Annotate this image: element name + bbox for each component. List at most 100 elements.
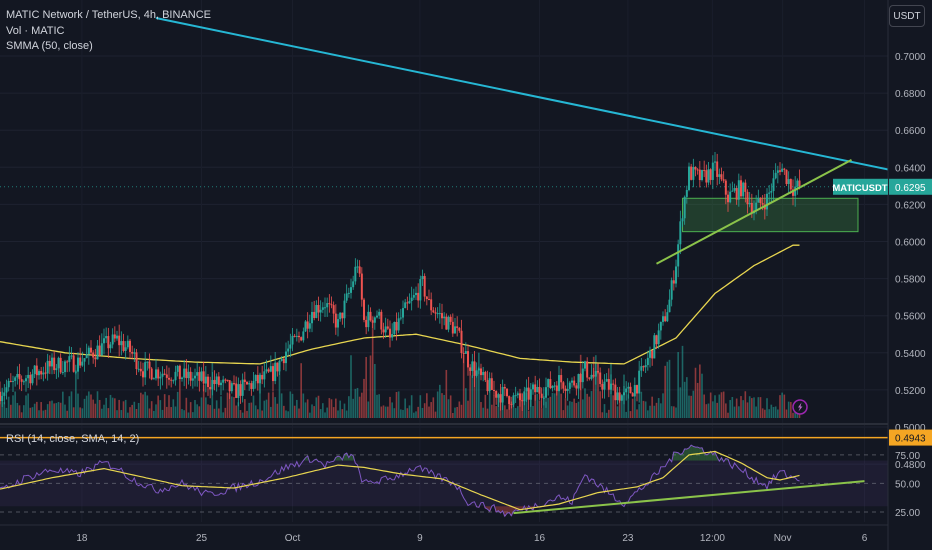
candle-body bbox=[363, 299, 365, 320]
volume-bar bbox=[753, 397, 755, 418]
time-tick-label: 16 bbox=[534, 533, 546, 544]
candle-body bbox=[230, 383, 233, 392]
volume-bar bbox=[0, 394, 1, 418]
rsi-legend[interactable]: RSI (14, close, SMA, 14, 2) bbox=[6, 433, 140, 445]
volume-bar bbox=[127, 412, 129, 418]
smma-legend[interactable]: SMMA (50, close) bbox=[6, 40, 93, 52]
candle-body bbox=[694, 166, 697, 170]
volume-bar bbox=[534, 394, 536, 418]
drawings[interactable] bbox=[0, 16, 932, 439]
candle-body bbox=[220, 382, 222, 386]
volume-bar bbox=[337, 410, 339, 418]
volume-bar bbox=[614, 398, 617, 418]
volume-bar bbox=[664, 365, 666, 418]
volume-bar bbox=[601, 412, 604, 418]
volume-bar bbox=[18, 405, 21, 418]
volume-bar bbox=[562, 410, 565, 418]
candle-body bbox=[313, 311, 316, 318]
candle-body bbox=[137, 368, 140, 370]
volume-bar bbox=[133, 401, 136, 418]
currency-button[interactable]: USDT bbox=[889, 5, 925, 27]
candle-body bbox=[475, 370, 478, 376]
volume-bar bbox=[332, 407, 335, 418]
candle-body bbox=[670, 280, 673, 300]
volume-bar bbox=[272, 392, 274, 418]
volume-bar bbox=[785, 409, 788, 418]
candle-body bbox=[768, 192, 771, 194]
volume-bar bbox=[135, 408, 138, 418]
candle-body bbox=[772, 178, 775, 192]
candle-body bbox=[644, 365, 647, 368]
candle-body bbox=[573, 380, 576, 386]
candle-body bbox=[477, 368, 480, 371]
candle-body bbox=[111, 334, 114, 345]
volume-bar bbox=[59, 402, 62, 418]
volume-bar bbox=[218, 408, 220, 418]
candle-body bbox=[90, 347, 92, 353]
volume-bar bbox=[642, 400, 645, 418]
candle-body bbox=[263, 371, 266, 380]
candle-body bbox=[217, 376, 220, 386]
volume-bar bbox=[129, 407, 131, 418]
price-tick-label: 0.5200 bbox=[895, 386, 926, 397]
candle-body bbox=[170, 379, 173, 381]
candle-body bbox=[25, 378, 27, 382]
candle-body bbox=[77, 357, 79, 372]
volume-bar bbox=[293, 405, 296, 418]
candle-body bbox=[796, 180, 799, 187]
volume-bar bbox=[287, 411, 289, 418]
candle-body bbox=[395, 321, 398, 331]
candle-body bbox=[339, 312, 342, 320]
chart-title[interactable]: MATIC Network / TetherUS, 4h, BINANCE bbox=[6, 9, 211, 21]
volume-bar bbox=[488, 391, 491, 418]
volume-bar bbox=[716, 402, 718, 418]
candle-body bbox=[432, 310, 435, 313]
volume-bar bbox=[326, 407, 328, 418]
candle-body bbox=[79, 357, 82, 366]
volume-bar bbox=[356, 387, 359, 418]
candle-body bbox=[542, 397, 545, 399]
candle-body bbox=[267, 369, 270, 372]
volume-bar bbox=[220, 396, 222, 418]
volume-bar bbox=[46, 404, 49, 418]
candle-body bbox=[480, 368, 482, 376]
volume-bar bbox=[196, 404, 198, 418]
candle-body bbox=[709, 169, 712, 180]
volume-bar bbox=[681, 345, 684, 418]
rsi-trendline[interactable] bbox=[513, 480, 865, 515]
volume-bar bbox=[278, 366, 281, 418]
volume-bar bbox=[79, 407, 81, 418]
volume-bar bbox=[111, 397, 114, 418]
volume-legend[interactable]: Vol · MATIC bbox=[6, 25, 65, 37]
candle-body bbox=[254, 374, 257, 382]
candle-body bbox=[291, 335, 294, 345]
volume-bar bbox=[140, 392, 142, 418]
volume-bar bbox=[473, 364, 476, 418]
volume-bar bbox=[114, 398, 116, 418]
volume-bar bbox=[146, 395, 149, 418]
volume-bar bbox=[792, 412, 794, 418]
volume-bar bbox=[408, 405, 411, 418]
volume-bar bbox=[738, 406, 740, 418]
volume-bar bbox=[577, 401, 580, 418]
candle-body bbox=[462, 353, 465, 355]
volume-bar bbox=[599, 391, 601, 418]
ascending-support-line[interactable] bbox=[656, 158, 852, 265]
candle-body bbox=[577, 374, 580, 389]
candle-body bbox=[18, 374, 21, 380]
volume-bar bbox=[254, 405, 257, 418]
volume-bar bbox=[40, 402, 42, 418]
candle-body bbox=[410, 297, 413, 302]
volume-bar bbox=[226, 392, 229, 418]
candle-body bbox=[779, 170, 781, 172]
candle-body bbox=[696, 169, 699, 171]
volume-bar bbox=[77, 393, 79, 418]
volume-bar bbox=[649, 405, 651, 418]
volume-bar bbox=[376, 394, 378, 418]
candle-body bbox=[44, 372, 47, 374]
descending-trendline[interactable] bbox=[155, 16, 932, 180]
volume-bar bbox=[790, 402, 792, 418]
